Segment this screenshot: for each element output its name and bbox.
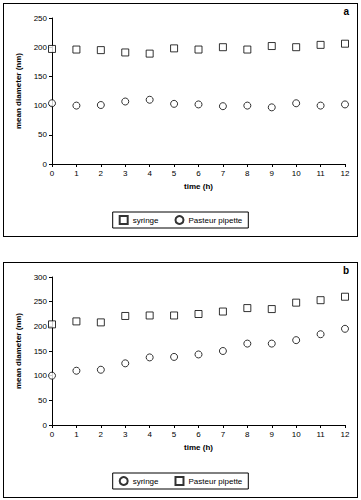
svg-text:150: 150 (34, 347, 48, 356)
svg-text:2: 2 (99, 169, 104, 178)
svg-text:3: 3 (123, 430, 128, 439)
svg-text:mean diameter (nm): mean diameter (nm) (14, 53, 23, 129)
svg-text:10: 10 (292, 430, 301, 439)
svg-text:8: 8 (245, 169, 250, 178)
svg-text:10: 10 (292, 169, 301, 178)
svg-text:7: 7 (221, 169, 226, 178)
svg-text:6: 6 (196, 169, 201, 178)
svg-text:Pasteur pipette: Pasteur pipette (188, 216, 242, 225)
svg-text:mean diameter (nm): mean diameter (nm) (14, 313, 23, 389)
svg-text:time (h): time (h) (184, 443, 213, 452)
svg-text:a: a (343, 6, 349, 17)
svg-text:time (h): time (h) (184, 182, 213, 191)
svg-text:11: 11 (316, 169, 325, 178)
svg-text:50: 50 (38, 130, 47, 139)
svg-text:b: b (343, 265, 349, 276)
svg-text:100: 100 (34, 101, 48, 110)
svg-text:200: 200 (34, 322, 48, 331)
svg-text:9: 9 (270, 169, 275, 178)
svg-text:200: 200 (34, 43, 48, 52)
svg-text:8: 8 (245, 430, 250, 439)
svg-text:250: 250 (34, 14, 48, 23)
svg-text:5: 5 (172, 169, 177, 178)
svg-text:0: 0 (43, 160, 48, 169)
svg-text:0: 0 (50, 169, 55, 178)
svg-text:11: 11 (316, 430, 325, 439)
svg-text:3: 3 (123, 169, 128, 178)
svg-text:100: 100 (34, 371, 48, 380)
svg-text:0: 0 (43, 421, 48, 430)
svg-text:6: 6 (196, 430, 201, 439)
svg-text:Pasteur pipette: Pasteur pipette (188, 477, 242, 486)
svg-text:1: 1 (74, 430, 79, 439)
svg-text:12: 12 (341, 430, 350, 439)
svg-text:syringe: syringe (133, 477, 159, 486)
svg-text:7: 7 (221, 430, 226, 439)
svg-text:2: 2 (99, 430, 104, 439)
svg-text:4: 4 (147, 169, 152, 178)
svg-text:9: 9 (270, 430, 275, 439)
svg-text:1: 1 (74, 169, 79, 178)
svg-text:syringe: syringe (133, 216, 159, 225)
svg-text:50: 50 (38, 396, 47, 405)
svg-text:0: 0 (50, 430, 55, 439)
svg-text:4: 4 (147, 430, 152, 439)
svg-text:250: 250 (34, 297, 48, 306)
svg-text:5: 5 (172, 430, 177, 439)
svg-text:150: 150 (34, 72, 48, 81)
svg-text:12: 12 (341, 169, 350, 178)
svg-text:300: 300 (34, 273, 48, 282)
